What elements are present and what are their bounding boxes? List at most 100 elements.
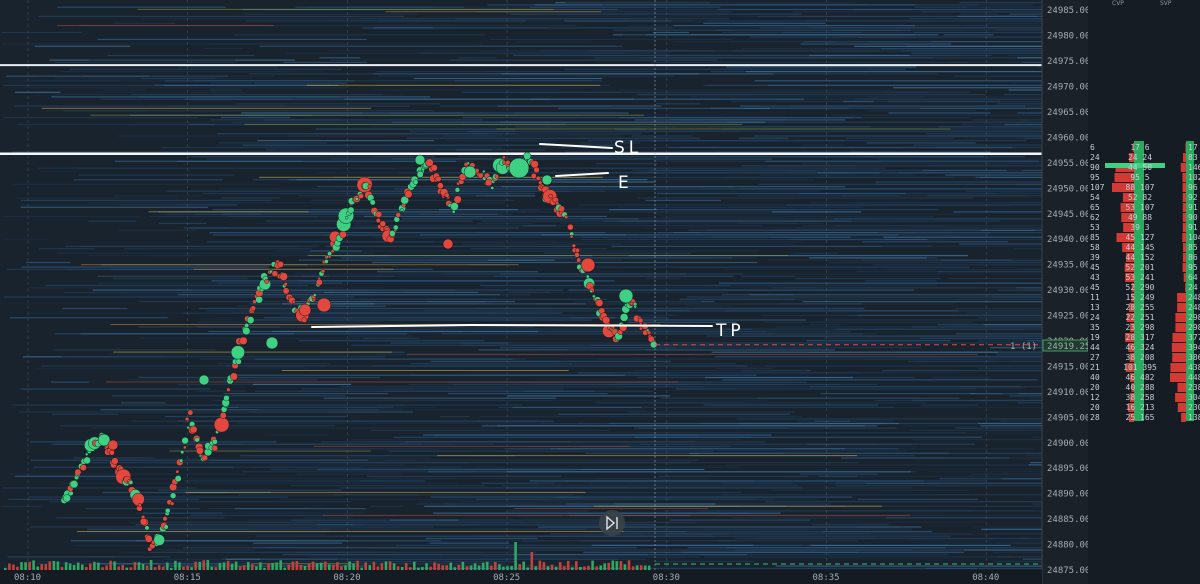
ladder-cvp-cell: 58 xyxy=(1090,243,1100,252)
time-tick: 08:25 xyxy=(493,573,520,583)
svp-bar xyxy=(1175,313,1186,322)
cvp-bar xyxy=(1120,203,1134,212)
price-tick: 24895.00 xyxy=(1047,464,1090,474)
ladder-cvp-cell: 28 xyxy=(1090,413,1100,422)
svp-bar xyxy=(1182,203,1187,212)
tp-annotation: TP xyxy=(715,321,745,341)
ladder-svp-cell: 304 xyxy=(1188,393,1200,402)
ladder-mid-cell: 28 255 xyxy=(1126,303,1155,312)
ladder-mid-cell: 46 324 xyxy=(1126,343,1155,352)
svp-bar xyxy=(1180,163,1186,172)
ladder-svp-cell: 298 xyxy=(1188,313,1200,322)
ladder-cvp-cell: 65 xyxy=(1090,203,1100,212)
cvp-bar xyxy=(1128,403,1134,412)
ladder-mid-cell: 44 145 xyxy=(1126,243,1155,252)
cvp-bar xyxy=(1132,143,1134,152)
ladder-mid-cell: 23 298 xyxy=(1126,323,1155,332)
price-tick: 24880.00 xyxy=(1047,541,1090,551)
svp-bar xyxy=(1182,183,1186,192)
ladder-cvp-cell: 43 xyxy=(1090,273,1100,282)
svp-bar xyxy=(1170,373,1186,382)
cvp-bar xyxy=(1128,413,1134,422)
price-tick: 24985.00 xyxy=(1047,6,1090,16)
time-tick: 08:35 xyxy=(813,573,840,583)
cvp-bar xyxy=(1114,173,1134,182)
cvp-bar xyxy=(1125,273,1134,282)
ladder-mid-cell: 53 241 xyxy=(1126,273,1155,282)
current-price-label: 24919.25 xyxy=(1047,342,1090,352)
ladder-mid-cell: 52 290 xyxy=(1126,283,1155,292)
ladder-cvp-cell: 107 xyxy=(1090,183,1105,192)
svp-bar xyxy=(1177,293,1186,302)
cvp-bar xyxy=(1129,393,1134,402)
price-tick: 24875.00 xyxy=(1047,566,1090,576)
replay-play-button[interactable] xyxy=(599,510,625,536)
ladder-mid-cell: 46 482 xyxy=(1126,373,1155,382)
ladder-cvp-cell: 62 xyxy=(1090,213,1100,222)
price-tick: 24890.00 xyxy=(1047,490,1090,500)
cvp-bar xyxy=(1116,233,1134,242)
svp-header: SVP xyxy=(1160,0,1172,7)
price-tick: 24905.00 xyxy=(1047,413,1090,423)
ladder-mid-cell: 52 201 xyxy=(1126,263,1155,272)
cvp-bar xyxy=(1129,373,1134,382)
volume-profile-bars xyxy=(1105,141,1194,422)
play-icon xyxy=(606,515,616,531)
ladder-svp-cell: 91 xyxy=(1188,223,1198,232)
ladder-cvp-cell: 53 xyxy=(1090,223,1100,232)
ladder-mid-cell: 38 258 xyxy=(1126,393,1155,402)
ladder-cvp-cell: 13 xyxy=(1090,303,1100,312)
ladder-svp-cell: 386 xyxy=(1188,353,1200,362)
price-tick: 24930.00 xyxy=(1047,286,1090,296)
ladder-mid-cell: 40 288 xyxy=(1126,383,1155,392)
cvp-bar xyxy=(1112,183,1134,192)
cvp-bar xyxy=(1125,363,1134,372)
ladder-mid-cell: 24 24 xyxy=(1128,153,1152,162)
ladder-mid-cell: 44 50 xyxy=(1128,163,1152,172)
ladder-cvp-cell: 19 xyxy=(1090,333,1100,342)
svp-bar xyxy=(1182,213,1186,222)
grid xyxy=(27,0,987,570)
ladder-svp-cell: 90 xyxy=(1188,213,1198,222)
ladder-mid-cell: 95 5 xyxy=(1130,173,1149,182)
price-tick: 24975.00 xyxy=(1047,57,1090,67)
cvp-bar xyxy=(1129,303,1134,312)
ladder-cvp-cell: 85 xyxy=(1090,233,1100,242)
ladder-cvp-cell: 40 xyxy=(1090,373,1100,382)
ladder-svp-cell: 17 xyxy=(1188,143,1198,152)
ladder-svp-cell: 377 xyxy=(1188,333,1200,342)
ladder-svp-cell: 394 xyxy=(1188,343,1200,352)
ladder-mid-cell: 44 152 xyxy=(1126,253,1155,262)
price-tick: 24980.00 xyxy=(1047,32,1090,42)
svp-bar xyxy=(1185,283,1186,292)
svp-bar xyxy=(1175,323,1186,332)
ladder-svp-cell: 83 xyxy=(1188,153,1198,162)
svp-bar xyxy=(1183,153,1186,162)
cvp-bar xyxy=(1129,353,1134,362)
ladder-svp-cell: 92 xyxy=(1188,193,1198,202)
sl-annotation-line xyxy=(539,143,613,149)
ladder-mid-cell: 39 3 xyxy=(1130,223,1149,232)
ladder-cvp-cell: 12 xyxy=(1090,393,1100,402)
cvp-bar xyxy=(1125,333,1134,342)
ladder-cvp-cell: 21 xyxy=(1090,363,1100,372)
ladder-svp-cell: 448 xyxy=(1188,373,1200,382)
price-tick: 24935.00 xyxy=(1047,261,1090,271)
ladder-svp-cell: 64 xyxy=(1188,273,1198,282)
entry-annotation-line xyxy=(555,172,609,177)
svp-bar xyxy=(1182,173,1186,182)
ladder-svp-cell: 238 xyxy=(1188,383,1200,392)
time-tick: 08:15 xyxy=(174,573,201,583)
ladder-cvp-cell: 27 xyxy=(1090,353,1100,362)
ladder-cvp-cell: 90 xyxy=(1090,163,1100,172)
ladder-cvp-cell: 95 xyxy=(1090,173,1100,182)
ladder-svp-cell: 95 xyxy=(1188,263,1198,272)
ladder-mid-cell: 17 6 xyxy=(1130,143,1149,152)
ladder-svp-cell: 91 xyxy=(1188,203,1198,212)
ladder-cvp-cell: 20 xyxy=(1090,403,1100,412)
ladder-svp-cell: 248 xyxy=(1188,293,1200,302)
svp-bar xyxy=(1182,263,1186,272)
cvp-bar xyxy=(1129,153,1134,162)
svp-bar xyxy=(1183,273,1186,282)
